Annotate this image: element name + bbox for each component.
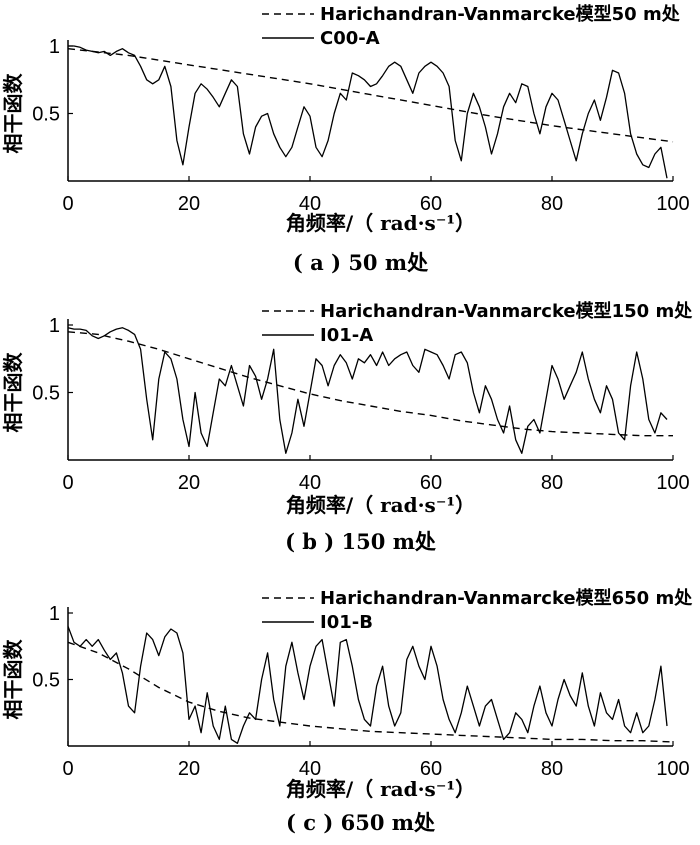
- x-tick-label: 80: [541, 758, 563, 780]
- legend-label: I01-A: [320, 325, 373, 346]
- x-tick-label: 100: [656, 472, 689, 494]
- y-tick-label: 0.5: [32, 383, 60, 405]
- y-tick-label: 1: [49, 315, 60, 337]
- legend-label: I01-B: [320, 612, 373, 633]
- x-tick-label: 20: [178, 193, 200, 215]
- x-tick-label: 60: [420, 472, 442, 494]
- x-tick-label: 80: [541, 193, 563, 215]
- series-line-measured: [67, 327, 668, 454]
- x-tick-label: 0: [62, 193, 73, 215]
- legend-label: Harichandran-Vanmarcke模型50 m处: [320, 3, 681, 25]
- legend-label: C00-A: [320, 28, 380, 49]
- x-tick-label: 0: [62, 758, 73, 780]
- series-line-model: [67, 641, 674, 743]
- y-axis-label: 相干函数: [1, 73, 25, 154]
- x-tick-label: 40: [299, 758, 321, 780]
- x-tick-label: 20: [178, 472, 200, 494]
- y-axis-label: 相干函数: [1, 639, 25, 720]
- y-tick-label: 1: [49, 603, 60, 625]
- x-tick-label: 100: [656, 758, 689, 780]
- series-line-measured: [67, 626, 668, 744]
- legend-label: Harichandran-Vanmarcke模型150 m处: [320, 300, 693, 322]
- x-tick-label: 100: [656, 193, 689, 215]
- x-axis-label: 角频率/（ rad·s⁻¹）: [286, 777, 475, 801]
- y-tick-label: 0.5: [32, 104, 60, 126]
- y-tick-label: 0.5: [32, 670, 60, 692]
- y-tick-label: 1: [49, 36, 60, 58]
- series-line-measured: [68, 45, 668, 179]
- panel-caption: ( b ) 150 m处: [285, 529, 436, 554]
- y-axis-label: 相干函数: [1, 352, 25, 433]
- x-tick-label: 60: [420, 758, 442, 780]
- x-tick-label: 40: [299, 472, 321, 494]
- legend-label: Harichandran-Vanmarcke模型650 m处: [320, 587, 693, 609]
- x-axis-label: 角频率/（ rad·s⁻¹）: [286, 493, 475, 517]
- x-tick-label: 0: [62, 472, 73, 494]
- panel-caption: ( c ) 650 m处: [286, 810, 435, 835]
- panel-caption: ( a ) 50 m处: [293, 250, 428, 275]
- series-line-model: [67, 331, 673, 437]
- x-tick-label: 60: [420, 193, 442, 215]
- x-axis-label: 角频率/（ rad·s⁻¹）: [286, 211, 475, 235]
- x-tick-label: 40: [299, 193, 321, 215]
- x-tick-label: 80: [541, 472, 563, 494]
- x-tick-label: 20: [178, 758, 200, 780]
- series-line-model: [67, 48, 674, 143]
